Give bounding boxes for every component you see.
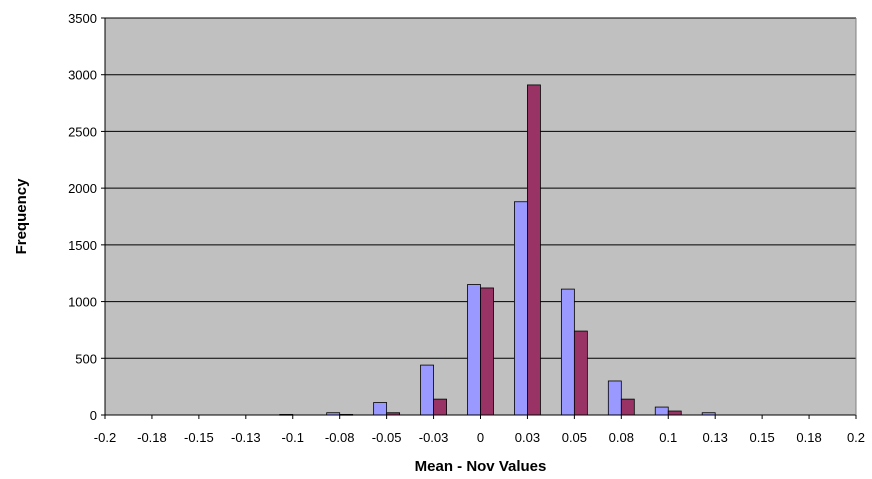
x-tick-label: 0: [477, 430, 484, 445]
x-tick-label: 0.1: [659, 430, 677, 445]
y-tick-label: 3000: [68, 68, 97, 83]
bar-series-2: [480, 287, 494, 416]
x-tick-label: 0.13: [703, 430, 728, 445]
bar-series-2: [433, 398, 447, 416]
x-tick-label: -0.08: [325, 430, 355, 445]
bar-series-1: [560, 288, 575, 416]
bar-series-1: [607, 380, 622, 416]
x-tick-label: -0.2: [94, 430, 116, 445]
x-tick-label: -0.05: [372, 430, 402, 445]
bar-series-1: [373, 402, 388, 416]
bar-series-2: [667, 410, 682, 416]
x-tick-label: 0.18: [796, 430, 821, 445]
bar-series-1: [420, 364, 434, 416]
bar-series-2: [573, 330, 588, 416]
x-tick-label: 0.15: [749, 430, 774, 445]
y-tick-label: 3500: [68, 11, 97, 26]
x-tick-label: -0.18: [137, 430, 167, 445]
x-tick-label: -0.13: [231, 430, 261, 445]
x-tick-label: -0.03: [419, 430, 449, 445]
y-tick-label: 500: [75, 351, 97, 366]
x-axis-title: Mean - Nov Values: [415, 458, 547, 475]
y-tick-label: 2000: [68, 181, 97, 196]
bar-series-1: [467, 284, 481, 416]
y-tick-label: 0: [90, 408, 97, 423]
x-tick-label: 0.05: [562, 430, 587, 445]
y-tick-labels: 0 500 1000 1500 2000 2500 3000 3500: [68, 11, 97, 423]
x-tick-labels: -0.2 -0.18 -0.15 -0.13 -0.1 -0.08 -0.05 -0.03 0 0…: [94, 430, 865, 445]
x-tick-label: 0.2: [847, 430, 865, 445]
bar-series-2: [527, 84, 541, 416]
y-axis-title: Frequency: [13, 178, 30, 255]
bar-series-2: [620, 398, 635, 416]
bar-series-1: [654, 406, 669, 416]
axes: [101, 17, 857, 419]
bar-series-1: [514, 201, 528, 416]
x-tick-label: 0.03: [515, 430, 540, 445]
y-tick-label: 1000: [68, 295, 97, 310]
y-tick-label: 1500: [68, 238, 97, 253]
x-tick-label: -0.15: [184, 430, 214, 445]
x-tick-label: 0.08: [609, 430, 634, 445]
y-tick-label: 2500: [68, 124, 97, 139]
bars: [279, 84, 716, 416]
x-tick-label: -0.1: [282, 430, 304, 445]
